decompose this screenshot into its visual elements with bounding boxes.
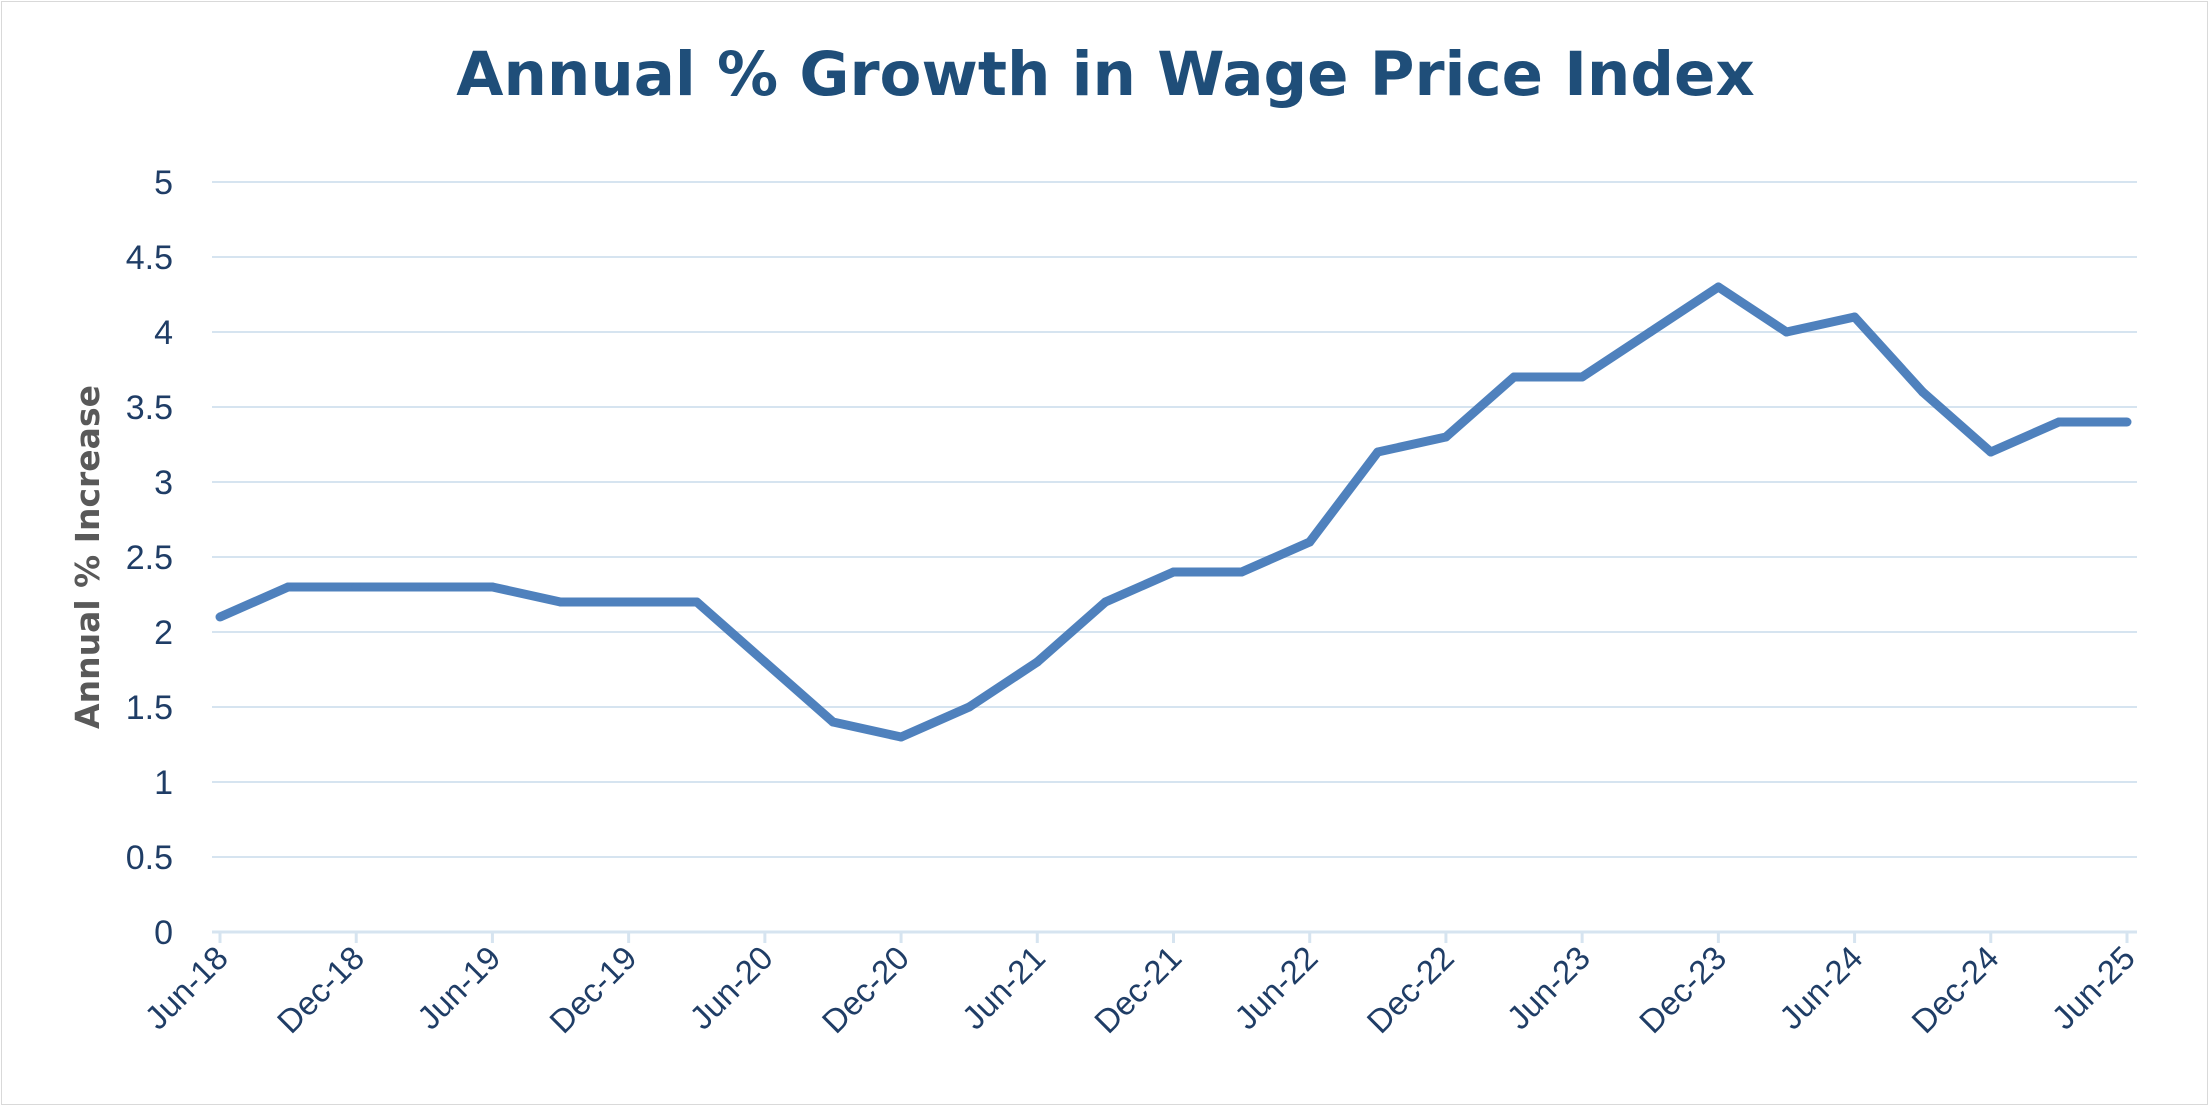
x-tick-label: Dec-19	[542, 939, 643, 1040]
data-point	[1441, 432, 1451, 442]
data-point	[1032, 657, 1042, 667]
x-tick-label: Dec-21	[1087, 939, 1188, 1040]
y-tick-label: 0	[154, 914, 173, 952]
data-point	[351, 582, 361, 592]
y-tick-label: 1	[154, 764, 173, 802]
data-point	[487, 582, 497, 592]
x-tick-label: Dec-22	[1359, 939, 1460, 1040]
data-point	[760, 657, 770, 667]
data-point	[1918, 387, 1928, 397]
x-tick-label: Jun-20	[682, 939, 780, 1037]
y-axis-ticks: 0 0.5 1 1.5 2 2.5 3 3.5 4 4.5 5	[126, 164, 173, 952]
y-tick-label: 2.5	[126, 539, 173, 577]
data-point	[1577, 372, 1587, 382]
y-tick-label: 3	[154, 464, 173, 502]
y-tick-label: 5	[154, 164, 173, 202]
data-point	[828, 717, 838, 727]
data-point	[2122, 417, 2132, 427]
data-point	[1237, 567, 1247, 577]
series-layer	[215, 282, 2132, 742]
data-point	[1781, 327, 1791, 337]
data-point	[1850, 312, 1860, 322]
x-tick-label: Jun-25	[2044, 939, 2142, 1037]
y-tick-label: 2	[154, 614, 173, 652]
data-point	[1509, 372, 1519, 382]
chart-title: Annual % Growth in Wage Price Index	[456, 39, 1755, 110]
data-point	[1713, 282, 1723, 292]
x-tick-label: Dec-23	[1632, 939, 1733, 1040]
y-axis-label: Annual % Increase	[68, 385, 107, 729]
x-tick-label: Jun-24	[1772, 939, 1870, 1037]
y-tick-label: 4.5	[126, 239, 173, 277]
data-point	[1100, 597, 1110, 607]
x-tick-label: Dec-24	[1904, 939, 2005, 1040]
x-tick-label: Jun-22	[1227, 939, 1325, 1037]
gridlines	[212, 181, 2137, 858]
data-point	[1373, 447, 1383, 457]
x-tick-label: Jun-18	[137, 939, 235, 1037]
x-tick-label: Jun-21	[955, 939, 1053, 1037]
y-tick-label: 0.5	[126, 839, 173, 877]
data-point	[964, 702, 974, 712]
data-point	[2054, 417, 2064, 427]
y-tick-label: 3.5	[126, 389, 173, 427]
data-point	[692, 597, 702, 607]
data-point	[215, 612, 225, 622]
x-tick-label: Jun-19	[410, 939, 508, 1037]
data-point	[896, 732, 906, 742]
data-point	[1169, 567, 1178, 577]
x-axis: Jun-18 Dec-18 Jun-19 Dec-19 Jun-20 Dec-20 Jun-…	[137, 930, 2142, 1040]
data-point	[1305, 537, 1315, 547]
x-tick-label: Jun-23	[1500, 939, 1598, 1037]
y-tick-label: 1.5	[126, 689, 173, 727]
data-point	[283, 582, 293, 592]
data-point	[556, 597, 566, 607]
data-point	[1645, 327, 1655, 337]
data-point	[419, 582, 429, 592]
data-point	[624, 597, 634, 607]
x-tick-label: Dec-18	[270, 939, 371, 1040]
series-line-0	[218, 282, 2127, 742]
data-point	[1986, 447, 1996, 457]
y-tick-label: 4	[154, 314, 173, 352]
x-tick-label: Dec-20	[815, 939, 916, 1040]
